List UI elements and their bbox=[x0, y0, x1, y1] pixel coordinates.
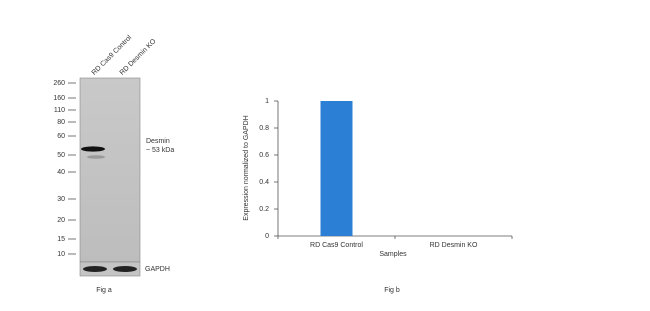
marker-label: 50 bbox=[57, 152, 65, 159]
y-tick-label: 0.6 bbox=[259, 152, 269, 159]
marker-label: 110 bbox=[54, 107, 65, 114]
blot-membrane bbox=[79, 77, 141, 263]
bar bbox=[320, 101, 353, 236]
x-tick-label: RD Cas9 Control bbox=[310, 242, 363, 249]
marker-label: 10 bbox=[57, 251, 65, 258]
band-label: Desmin bbox=[146, 138, 170, 145]
blot-band bbox=[81, 146, 105, 152]
axes bbox=[277, 101, 512, 237]
band-label: ~ 53 kDa bbox=[146, 147, 174, 154]
marker-label: 20 bbox=[57, 217, 65, 224]
y-tick-label: 0.2 bbox=[259, 206, 269, 213]
marker-label: 80 bbox=[57, 119, 65, 126]
x-axis-label: Samples bbox=[379, 251, 407, 258]
y-tick-label: 0.4 bbox=[259, 179, 269, 186]
marker-label: 40 bbox=[57, 169, 65, 176]
loading-membrane bbox=[79, 261, 141, 277]
marker-label: 15 bbox=[57, 236, 65, 243]
y-tick-label: 1 bbox=[265, 98, 269, 105]
marker-label: 260 bbox=[53, 80, 65, 87]
caption: Fig a bbox=[96, 287, 112, 294]
loading-band bbox=[113, 266, 137, 272]
y-tick-label: 0 bbox=[265, 233, 269, 240]
y-axis-label: Expression normalized to GAPDH bbox=[243, 115, 250, 220]
caption: Fig b bbox=[384, 287, 400, 294]
loading-band bbox=[83, 266, 107, 272]
marker-label: 30 bbox=[57, 196, 65, 203]
marker-label: 60 bbox=[57, 133, 65, 140]
marker-label: 160 bbox=[53, 95, 65, 102]
blot-band-faint bbox=[87, 155, 105, 159]
y-tick-label: 0.8 bbox=[259, 125, 269, 132]
loading-label: GAPDH bbox=[145, 266, 170, 273]
x-tick-label: RD Desmin KO bbox=[430, 242, 478, 249]
